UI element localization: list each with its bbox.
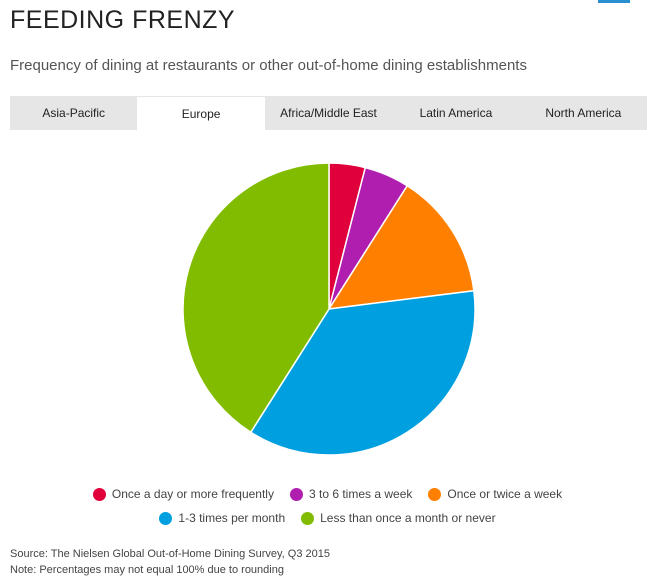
pie-slice [182,162,330,434]
tab-africa-middle-east[interactable]: Africa/Middle East [280,106,377,120]
rounding-note: Note: Percentages may not equal 100% due… [10,564,284,576]
legend-swatch [428,487,442,501]
legend-label: Once or twice a week [447,487,563,501]
legend-label: Less than once a month or never [320,511,496,525]
pie-chart [182,162,476,456]
legend-item: Once or twice a week [428,487,562,501]
corner-accent [598,0,630,3]
legend-item: Less than once a month or never [301,511,496,525]
legend-item: 1-3 times per month [159,511,285,525]
legend-swatch [301,511,315,525]
legend-row-2: 1-3 times per month Less than once a mon… [0,506,655,530]
pie-slice [327,184,475,310]
legend-label: 3 to 6 times a week [308,487,413,501]
chart-legend: Once a day or more frequently 3 to 6 tim… [0,482,655,530]
tab-europe[interactable]: Europe [137,96,265,130]
tab-north-america[interactable]: North America [545,106,622,120]
tab-asia-pacific[interactable]: Asia-Pacific [42,106,106,120]
legend-swatch [159,511,173,525]
pie-slice [249,289,476,456]
legend-label: Once a day or more frequently [111,487,274,501]
legend-swatch [289,487,303,501]
legend-label: 1-3 times per month [178,511,286,525]
legend-row-1: Once a day or more frequently 3 to 6 tim… [0,482,655,506]
source-text: Source: The Nielsen Global Out-of-Home D… [10,548,330,560]
legend-item: 3 to 6 times a week [289,487,413,501]
region-tabs: Asia-Pacific Europe Africa/Middle East L… [10,96,647,130]
tab-latin-america[interactable]: Latin America [419,106,493,120]
page-subtitle: Frequency of dining at restaurants or ot… [10,57,527,74]
legend-item: Once a day or more frequently [92,487,274,501]
legend-swatch [92,487,106,501]
source-note: Source: The Nielsen Global Out-of-Home D… [10,546,330,578]
page-title: FEEDING FRENZY [10,6,236,34]
